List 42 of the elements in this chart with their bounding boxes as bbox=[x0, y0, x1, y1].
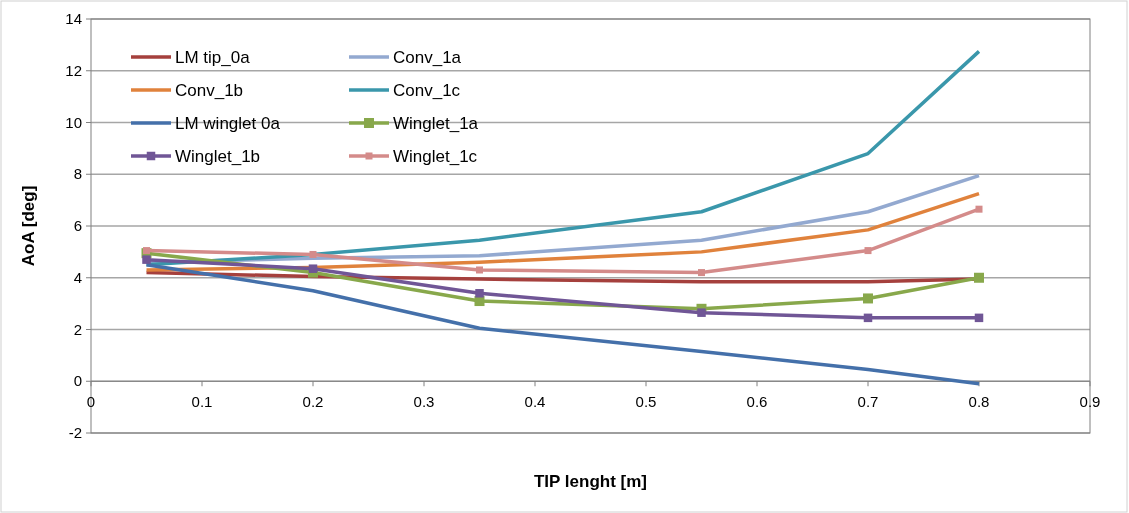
y-axis-title: AoA [deg] bbox=[19, 185, 38, 267]
y-tick-label: 0 bbox=[73, 372, 82, 390]
x-tick-label: 0 bbox=[86, 393, 96, 411]
point bbox=[309, 250, 317, 258]
x-tick-label: 0.7 bbox=[857, 393, 879, 411]
x-tick-label: 0.9 bbox=[1079, 393, 1101, 411]
point bbox=[698, 269, 705, 277]
point bbox=[697, 308, 706, 317]
legend-label: Conv_1b bbox=[175, 81, 244, 100]
y-tick-label: 4 bbox=[73, 268, 82, 286]
x-tick-label: 0.6 bbox=[746, 393, 768, 411]
point bbox=[142, 255, 151, 264]
y-tick-label: 8 bbox=[73, 165, 82, 183]
y-tick-label: 12 bbox=[65, 61, 82, 79]
legend-label: Winglet_1b bbox=[175, 147, 261, 166]
x-tick-label: 0.1 bbox=[191, 393, 213, 411]
legend-label: Winglet_1c bbox=[393, 147, 478, 166]
y-tick-label: 10 bbox=[65, 113, 82, 131]
y-tick-label: 2 bbox=[73, 320, 82, 338]
x-tick-label: 0.4 bbox=[524, 393, 546, 411]
x-tick-label: 0.2 bbox=[302, 393, 324, 411]
point bbox=[863, 293, 873, 304]
point bbox=[475, 289, 484, 298]
legend-label: LM tip_0a bbox=[175, 48, 251, 67]
y-tick-label: 14 bbox=[65, 10, 82, 27]
point bbox=[974, 272, 984, 283]
point bbox=[975, 205, 983, 213]
legend-label: LM winglet 0a bbox=[175, 114, 281, 133]
point bbox=[308, 264, 318, 273]
x-tick-label: 0.5 bbox=[635, 393, 657, 411]
line-series bbox=[144, 49, 981, 267]
y-tick-label: 6 bbox=[73, 217, 82, 234]
y-tick-label: -2 bbox=[68, 424, 82, 441]
x-tick-label: 0.3 bbox=[413, 393, 435, 411]
legend-label: Conv_1c bbox=[393, 81, 461, 100]
point bbox=[143, 247, 150, 255]
x-axis-title: TIP lenght [m] bbox=[533, 472, 648, 491]
x-tick-label: 0.8 bbox=[968, 393, 990, 411]
legend-label: Conv_1a bbox=[393, 48, 462, 67]
legend-label: Winglet_1a bbox=[393, 114, 479, 133]
point bbox=[476, 266, 483, 274]
point bbox=[864, 247, 872, 255]
